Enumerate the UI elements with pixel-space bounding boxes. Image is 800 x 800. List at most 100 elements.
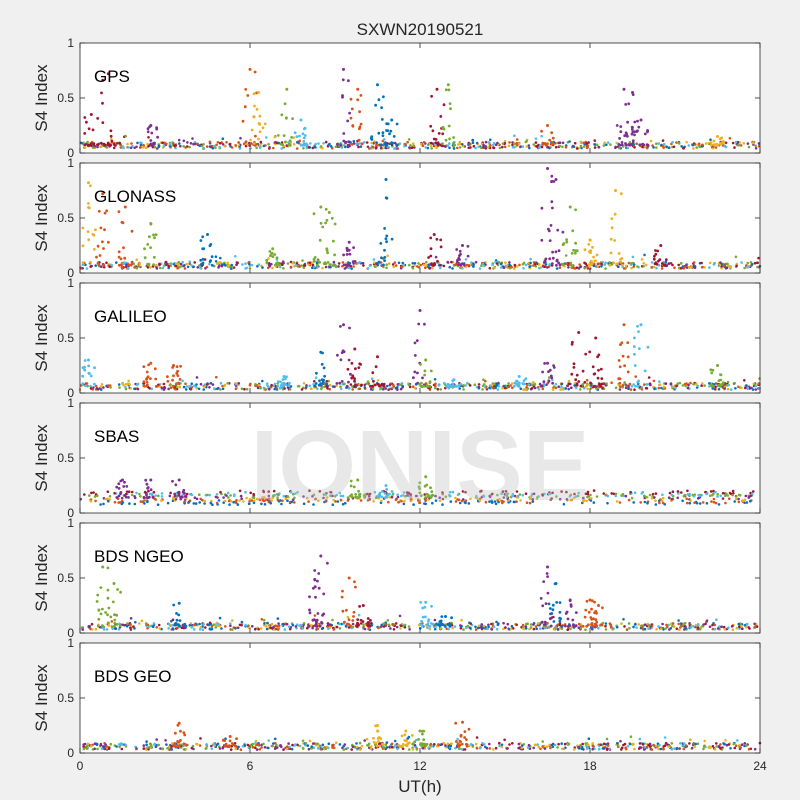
data-point bbox=[430, 262, 433, 266]
data-point bbox=[324, 500, 328, 503]
data-point bbox=[733, 746, 737, 750]
data-point bbox=[550, 616, 554, 620]
data-point bbox=[622, 267, 626, 270]
data-point bbox=[448, 490, 452, 494]
data-point bbox=[87, 206, 90, 209]
data-point bbox=[347, 266, 351, 270]
data-point bbox=[176, 369, 180, 373]
data-point bbox=[97, 209, 101, 213]
data-point bbox=[596, 376, 600, 380]
data-point bbox=[622, 618, 625, 621]
data-point bbox=[434, 625, 438, 628]
data-point bbox=[528, 265, 532, 268]
data-point bbox=[96, 261, 100, 265]
data-point bbox=[370, 621, 373, 625]
data-point bbox=[89, 387, 93, 390]
data-point bbox=[264, 387, 267, 391]
data-point bbox=[511, 627, 515, 630]
data-point bbox=[428, 625, 432, 628]
data-point bbox=[724, 739, 727, 742]
data-point bbox=[275, 263, 279, 267]
data-point bbox=[366, 617, 370, 620]
data-point bbox=[624, 264, 628, 268]
data-points bbox=[79, 67, 761, 150]
data-point bbox=[106, 596, 110, 600]
data-point bbox=[550, 497, 553, 500]
data-point bbox=[677, 622, 680, 626]
data-point bbox=[630, 132, 634, 136]
data-point bbox=[172, 603, 176, 607]
data-point bbox=[331, 618, 334, 622]
data-point bbox=[546, 622, 549, 625]
data-point bbox=[204, 267, 207, 270]
data-point bbox=[682, 494, 686, 498]
data-point bbox=[366, 621, 370, 624]
data-point bbox=[109, 615, 113, 619]
data-point bbox=[468, 142, 472, 146]
data-point bbox=[190, 626, 194, 629]
data-point bbox=[757, 256, 760, 260]
data-point bbox=[301, 259, 304, 262]
data-point bbox=[643, 369, 647, 373]
data-point bbox=[190, 382, 193, 386]
data-point bbox=[143, 247, 146, 251]
data-point bbox=[295, 262, 299, 265]
data-point bbox=[261, 379, 264, 383]
data-point bbox=[285, 375, 288, 379]
data-point bbox=[101, 240, 104, 244]
data-point bbox=[352, 610, 356, 614]
data-point bbox=[233, 494, 236, 498]
data-point bbox=[703, 739, 706, 743]
data-point bbox=[615, 500, 619, 503]
data-point bbox=[142, 744, 146, 747]
data-point bbox=[81, 374, 85, 378]
data-point bbox=[152, 255, 156, 259]
data-point bbox=[198, 744, 202, 747]
data-point bbox=[714, 490, 717, 494]
data-point bbox=[567, 266, 570, 269]
data-point bbox=[83, 116, 87, 119]
data-point bbox=[540, 134, 543, 138]
data-point bbox=[396, 388, 399, 391]
data-point bbox=[711, 745, 715, 748]
data-point bbox=[272, 384, 275, 388]
data-point bbox=[265, 136, 268, 139]
data-point bbox=[664, 258, 668, 262]
data-point bbox=[615, 262, 618, 266]
data-point bbox=[276, 498, 280, 502]
data-point bbox=[597, 262, 600, 266]
data-point bbox=[589, 381, 592, 385]
data-point bbox=[107, 500, 110, 503]
data-point bbox=[235, 499, 238, 502]
data-point bbox=[224, 625, 227, 628]
data-point bbox=[87, 358, 90, 362]
data-point bbox=[197, 387, 201, 391]
data-point bbox=[87, 364, 91, 368]
data-point bbox=[261, 496, 264, 499]
data-point bbox=[528, 627, 531, 631]
data-point bbox=[356, 98, 360, 102]
data-point bbox=[83, 146, 87, 149]
data-point bbox=[174, 497, 178, 501]
data-point bbox=[115, 613, 119, 617]
data-point bbox=[291, 498, 295, 502]
data-point bbox=[311, 266, 314, 270]
data-point bbox=[494, 502, 498, 506]
data-point bbox=[150, 131, 154, 135]
panel-label: BDS NGEO bbox=[94, 547, 184, 566]
data-point bbox=[553, 743, 557, 747]
data-point bbox=[184, 494, 188, 498]
data-point bbox=[282, 134, 286, 138]
data-point bbox=[151, 143, 154, 147]
data-point bbox=[579, 384, 583, 388]
data-point bbox=[90, 622, 94, 626]
data-point bbox=[512, 146, 516, 149]
data-point bbox=[684, 384, 687, 388]
data-point bbox=[359, 94, 363, 97]
data-point bbox=[655, 266, 658, 270]
data-point bbox=[181, 260, 184, 264]
data-point bbox=[234, 144, 237, 147]
data-point bbox=[130, 229, 134, 233]
data-point bbox=[670, 498, 674, 501]
data-point bbox=[585, 624, 589, 628]
